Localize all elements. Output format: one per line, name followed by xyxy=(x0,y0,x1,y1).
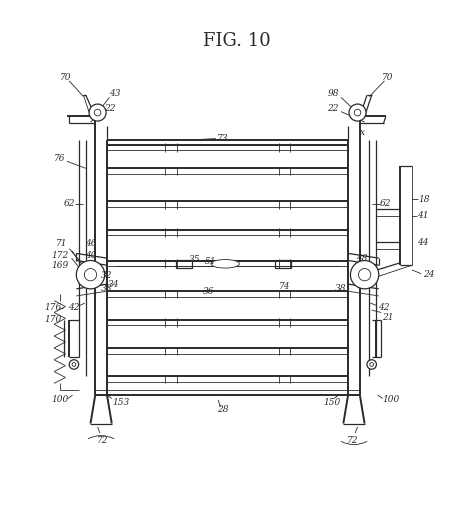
Text: 34: 34 xyxy=(109,280,120,289)
Circle shape xyxy=(367,359,376,369)
Text: 21: 21 xyxy=(383,313,394,321)
Text: 36: 36 xyxy=(203,287,214,296)
Text: 74: 74 xyxy=(279,282,290,291)
Ellipse shape xyxy=(211,259,239,268)
Text: 176: 176 xyxy=(44,303,61,312)
Text: 43: 43 xyxy=(109,89,121,98)
Bar xyxy=(175,259,192,268)
Circle shape xyxy=(358,268,371,281)
Circle shape xyxy=(94,109,101,116)
Text: 70: 70 xyxy=(60,73,72,82)
Circle shape xyxy=(350,260,379,289)
Text: 42: 42 xyxy=(378,303,389,312)
Circle shape xyxy=(370,363,374,366)
Text: 71: 71 xyxy=(55,240,67,249)
Circle shape xyxy=(349,104,366,121)
Circle shape xyxy=(69,359,79,369)
Text: 22: 22 xyxy=(327,104,338,113)
Text: 73: 73 xyxy=(217,133,228,143)
Text: 76: 76 xyxy=(54,154,65,163)
Text: 48: 48 xyxy=(356,254,368,263)
Text: 51: 51 xyxy=(205,257,217,266)
Text: 40: 40 xyxy=(85,251,96,260)
Text: 172: 172 xyxy=(51,251,68,260)
Text: 169: 169 xyxy=(51,260,68,270)
Text: 32: 32 xyxy=(101,271,113,280)
Circle shape xyxy=(354,109,361,116)
Text: 100: 100 xyxy=(51,395,68,404)
Text: 72: 72 xyxy=(347,436,358,444)
Text: 44: 44 xyxy=(417,238,428,247)
Text: 35: 35 xyxy=(189,255,200,264)
Text: 100: 100 xyxy=(382,395,399,404)
Text: 41: 41 xyxy=(417,211,428,220)
Circle shape xyxy=(84,268,97,281)
Bar xyxy=(275,259,292,268)
Text: 24: 24 xyxy=(423,270,434,279)
Text: 153: 153 xyxy=(113,398,130,407)
Text: 42: 42 xyxy=(68,303,80,312)
Text: x: x xyxy=(360,128,365,138)
Circle shape xyxy=(76,260,105,289)
Text: 98: 98 xyxy=(328,89,340,98)
Text: 38: 38 xyxy=(335,284,346,293)
Circle shape xyxy=(89,104,106,121)
Text: 18: 18 xyxy=(418,194,429,204)
Text: 28: 28 xyxy=(217,405,228,414)
Text: 150: 150 xyxy=(323,398,340,407)
Text: FIG. 10: FIG. 10 xyxy=(203,32,271,49)
Text: 62: 62 xyxy=(380,200,392,208)
Text: 170: 170 xyxy=(44,315,61,324)
Text: 70: 70 xyxy=(382,73,393,82)
Text: 72: 72 xyxy=(97,436,108,444)
Text: 22: 22 xyxy=(104,104,115,113)
Text: 46: 46 xyxy=(85,240,96,249)
Text: 62: 62 xyxy=(64,200,75,208)
Text: 38: 38 xyxy=(101,284,113,293)
Circle shape xyxy=(72,363,76,366)
